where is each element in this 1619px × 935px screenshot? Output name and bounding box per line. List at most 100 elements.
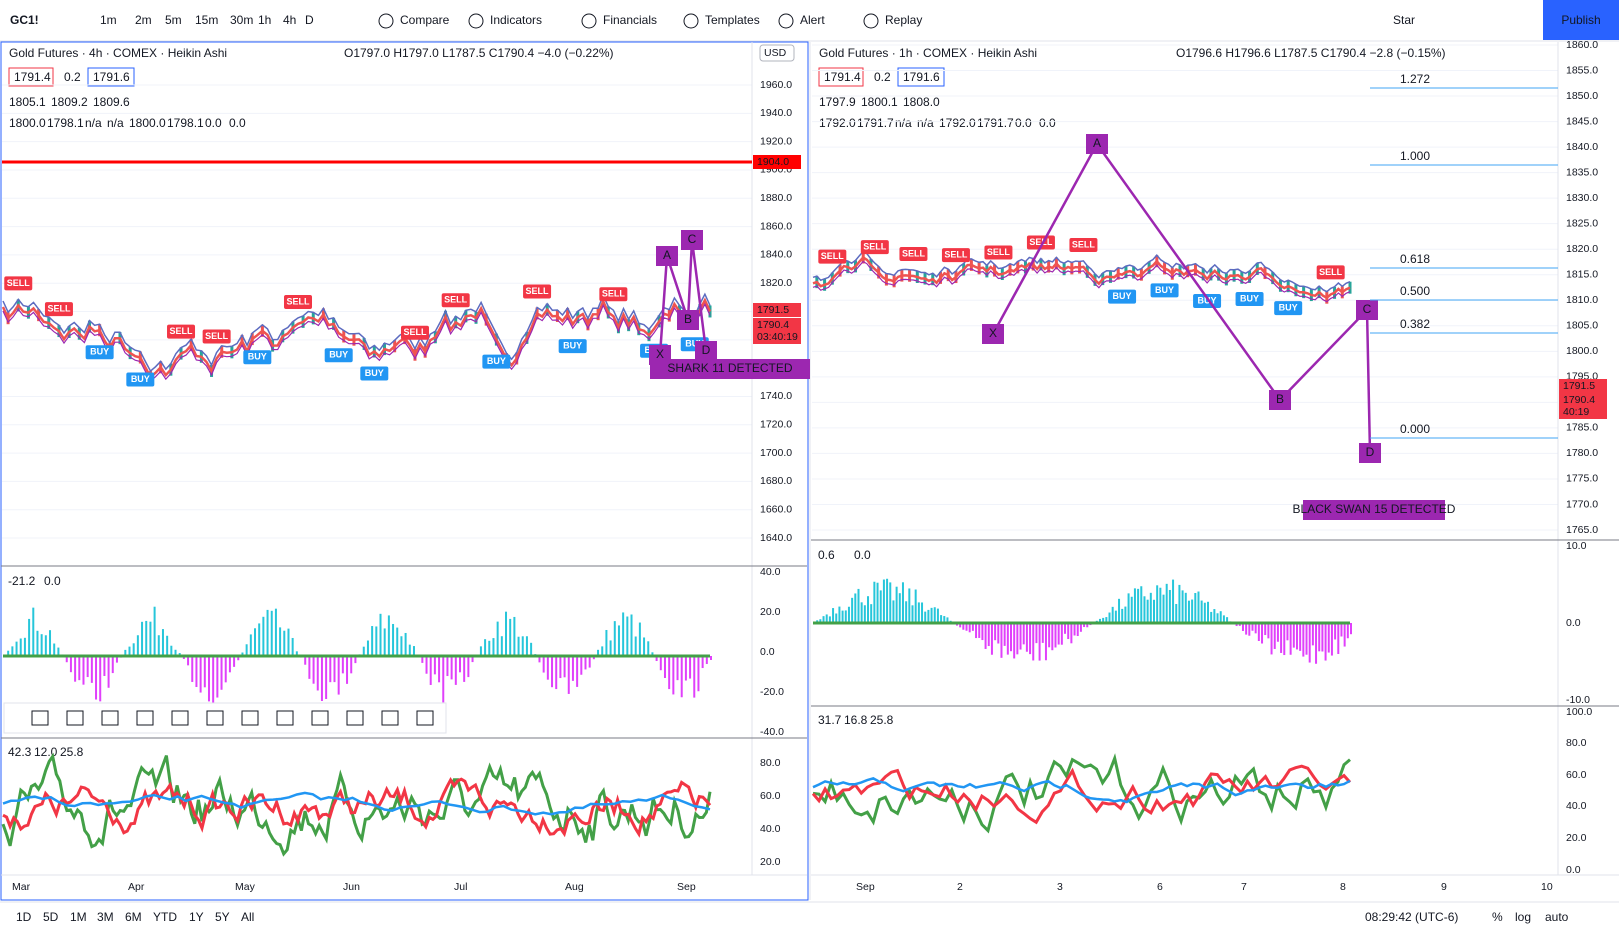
histogram-bar	[892, 600, 895, 623]
histogram-bar	[971, 623, 974, 631]
drawing-tool[interactable]	[206, 710, 224, 726]
drawing-tool[interactable]	[346, 710, 364, 726]
price-axis-label: 1810.0	[1566, 294, 1598, 306]
drawing-tool[interactable]	[171, 710, 189, 726]
histogram-bar	[1350, 623, 1352, 635]
toolbar-button[interactable]: Compare	[400, 13, 450, 27]
publish-label[interactable]: Publish	[1561, 13, 1600, 27]
toolbar-button[interactable]: Alert	[800, 13, 825, 27]
range-button[interactable]: 5D	[43, 910, 59, 924]
histogram-bar	[546, 656, 549, 680]
range-button[interactable]: 5Y	[215, 910, 230, 924]
drawing-tool[interactable]	[66, 710, 84, 726]
histogram-bar	[1340, 623, 1343, 637]
range-button[interactable]: 3M	[97, 910, 114, 924]
histogram-bar	[237, 656, 240, 661]
range-button[interactable]: 1M	[70, 910, 87, 924]
candle	[1348, 281, 1352, 294]
drawing-tool[interactable]	[101, 710, 119, 726]
histogram-bar	[90, 656, 93, 683]
histogram-bar	[1067, 623, 1070, 640]
interval[interactable]: 15m	[195, 13, 218, 27]
histogram-bar	[819, 619, 822, 623]
percent-toggle[interactable]: %	[1492, 910, 1503, 924]
range-button[interactable]: 6M	[125, 910, 142, 924]
histogram-bar	[693, 656, 696, 698]
histogram-bar	[1098, 618, 1101, 623]
signal-box	[4, 276, 33, 291]
histogram-bar	[1315, 623, 1318, 664]
symbol[interactable]: GC1!	[10, 13, 39, 27]
histogram-bar	[1121, 608, 1124, 623]
histogram-bar	[245, 644, 248, 656]
histogram-bar	[879, 590, 882, 623]
moving-average	[812, 260, 1351, 303]
publish-button[interactable]	[1543, 0, 1619, 40]
star-button[interactable]: Star	[1393, 13, 1415, 27]
histogram-bar	[1257, 623, 1260, 641]
osc-axis-label: 100.0	[1566, 706, 1592, 718]
drawing-tool[interactable]	[241, 710, 259, 726]
interval[interactable]: 5m	[165, 13, 182, 27]
histogram-bar	[832, 608, 835, 623]
drawing-tool[interactable]	[416, 710, 434, 726]
range-button[interactable]: YTD	[153, 910, 177, 924]
interval[interactable]: 2m	[135, 13, 152, 27]
signal-label: BUY	[1113, 291, 1132, 301]
interval[interactable]: 1m	[100, 13, 117, 27]
bid-box	[818, 67, 864, 87]
spread: 0.2	[64, 70, 81, 84]
time-axis-label: 9	[1441, 881, 1447, 893]
interval[interactable]: D	[305, 13, 314, 27]
histogram-bar	[28, 618, 31, 656]
indicator-value: n/a	[895, 116, 912, 130]
osc-axis-label: 40.0	[1566, 800, 1587, 812]
price-axis-label: 1855.0	[1566, 64, 1598, 76]
price-axis-label: 1720.0	[760, 419, 792, 431]
histogram-bar	[128, 646, 131, 656]
toolbar-button[interactable]: Replay	[885, 13, 922, 27]
drawing-tool[interactable]	[311, 710, 329, 726]
histogram-bar	[1343, 623, 1346, 647]
histogram-bar	[387, 615, 390, 656]
histogram-bar	[145, 620, 148, 656]
interval[interactable]: 1h	[258, 13, 271, 27]
histogram-bar	[1130, 596, 1133, 623]
histogram-bar	[1048, 623, 1051, 648]
interval[interactable]: 30m	[230, 13, 253, 27]
time-axis-label: Aug	[565, 881, 584, 893]
ohlc: O1796.6 H1796.6 L1787.5 C1790.4 −2.8 (−0…	[1176, 46, 1446, 60]
toolbar-button[interactable]: Indicators	[490, 13, 542, 27]
signal-label: SELL	[7, 278, 31, 288]
price-axis-label: 1815.0	[1566, 269, 1598, 281]
fib-label: 0.618	[1400, 252, 1430, 266]
toolbar-button[interactable]: Financials	[603, 13, 657, 27]
histogram-bar	[940, 615, 943, 623]
histogram-bar	[346, 656, 349, 684]
signal-label: BUY	[1240, 293, 1259, 303]
price-tag	[753, 330, 801, 344]
range-button[interactable]: 1D	[16, 910, 32, 924]
histogram-bar	[886, 578, 889, 623]
histogram-bar	[354, 656, 357, 664]
histogram-bar	[930, 607, 933, 623]
histogram-bar	[1245, 623, 1248, 635]
drawing-tool[interactable]	[381, 710, 399, 726]
osc-axis-label: -40.0	[760, 726, 784, 738]
fib-label: 0.000	[1400, 422, 1430, 436]
price-axis-label: 1845.0	[1566, 115, 1598, 127]
drawing-tool[interactable]	[276, 710, 294, 726]
range-button[interactable]: All	[241, 910, 254, 924]
log-toggle[interactable]: log	[1515, 910, 1531, 924]
toolbar-button[interactable]: Templates	[705, 13, 760, 27]
histogram-bar	[1159, 587, 1162, 623]
drawing-tool[interactable]	[31, 710, 49, 726]
histogram-bar	[1149, 592, 1152, 623]
drawing-tool[interactable]	[136, 710, 154, 726]
histogram-bar	[962, 623, 965, 630]
histogram-bar	[987, 623, 990, 647]
interval[interactable]: 4h	[283, 13, 296, 27]
signal-box	[202, 329, 231, 344]
range-button[interactable]: 1Y	[189, 910, 204, 924]
auto-toggle[interactable]: auto	[1545, 910, 1569, 924]
